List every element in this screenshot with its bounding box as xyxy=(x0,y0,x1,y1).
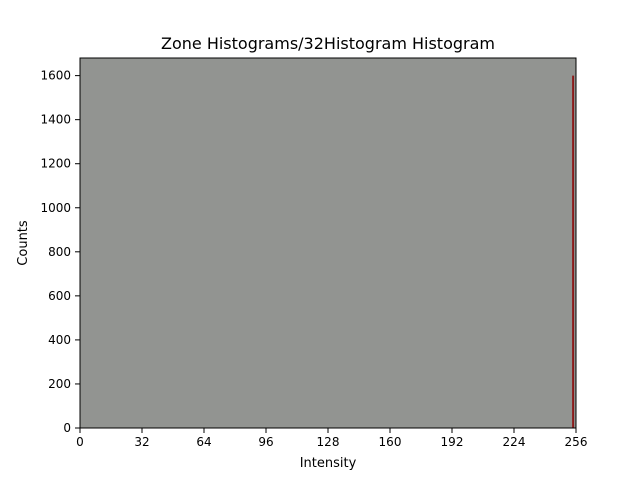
y-tick-label: 1400 xyxy=(40,113,71,127)
x-tick-label: 64 xyxy=(196,435,211,449)
histogram-bar xyxy=(572,75,575,428)
y-tick-label: 400 xyxy=(48,333,71,347)
x-tick-label: 224 xyxy=(503,435,526,449)
y-tick-label: 1200 xyxy=(40,157,71,171)
y-tick-label: 1000 xyxy=(40,201,71,215)
histogram-bars xyxy=(572,75,575,428)
x-tick-label: 128 xyxy=(317,435,340,449)
x-axis-ticks: 0 32 64 96 128 160 192 224 256 xyxy=(76,428,587,449)
y-tick-label: 200 xyxy=(48,377,71,391)
y-axis-ticks: 0 200 400 600 800 1000 1200 1400 1600 xyxy=(40,69,80,435)
x-axis-label: Intensity xyxy=(300,456,357,471)
plot-area xyxy=(80,58,576,428)
x-tick-label: 0 xyxy=(76,435,84,449)
chart-title: Zone Histograms/32Histogram Histogram xyxy=(161,34,495,53)
y-tick-label: 0 xyxy=(63,421,71,435)
x-tick-label: 96 xyxy=(258,435,273,449)
x-tick-label: 160 xyxy=(379,435,402,449)
y-tick-label: 800 xyxy=(48,245,71,259)
x-tick-label: 32 xyxy=(134,435,149,449)
x-tick-label: 256 xyxy=(565,435,588,449)
y-tick-label: 600 xyxy=(48,289,71,303)
y-tick-label: 1600 xyxy=(40,69,71,83)
x-tick-label: 192 xyxy=(441,435,464,449)
y-axis-label: Counts xyxy=(16,220,31,266)
